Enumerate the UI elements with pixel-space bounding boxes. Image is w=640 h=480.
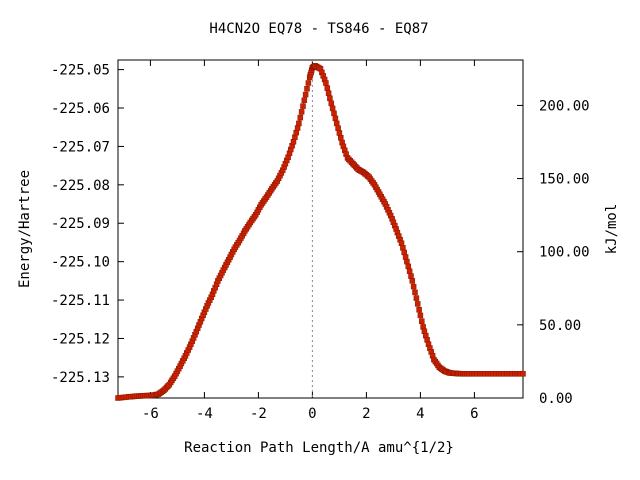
data-point <box>324 85 331 91</box>
data-point <box>414 301 421 307</box>
data-point <box>302 91 309 98</box>
data-point <box>417 312 424 319</box>
plot-frame <box>117 59 524 399</box>
data-point <box>405 263 412 270</box>
data-point <box>305 80 312 86</box>
data-point <box>296 120 302 127</box>
data-point <box>401 249 407 256</box>
y-tick-label: -225.06 <box>51 101 110 117</box>
data-point <box>335 125 341 131</box>
axis-ticks: -6 -4 -2 0 2 4 6 -225.05 -225.06 -225.07 -225.08 -2… <box>51 60 590 422</box>
data-point <box>398 240 405 246</box>
data-point <box>408 273 414 279</box>
data-point <box>298 109 305 115</box>
data-point <box>323 80 329 86</box>
y-tick-label: -225.05 <box>51 63 110 79</box>
y2-tick-label: 100.00 <box>539 245 590 261</box>
y-tick-label: -225.09 <box>51 216 110 232</box>
data-point <box>292 134 298 140</box>
y-tick-label: -225.12 <box>51 331 110 347</box>
x-tick-label: -4 <box>196 406 213 422</box>
data-point <box>304 86 310 92</box>
data-point <box>402 254 409 260</box>
data-points <box>115 63 526 401</box>
x-axis-label: Reaction Path Length/A amu^{1/2} <box>184 440 454 456</box>
data-point <box>329 105 336 112</box>
data-point <box>520 371 526 377</box>
y2-tick-label: 50.00 <box>539 318 581 334</box>
x-tick-label: 0 <box>308 406 316 422</box>
x-tick-label: -6 <box>142 406 159 422</box>
y-tick-label: -225.13 <box>51 370 110 386</box>
data-point <box>400 245 406 251</box>
data-point <box>412 289 418 296</box>
x-tick-label: 6 <box>470 406 478 422</box>
chart-title: H4CN2O EQ78 - TS846 - EQ87 <box>209 21 428 37</box>
y-tick-label: -225.08 <box>51 178 110 194</box>
data-point <box>333 120 340 127</box>
x-tick-label: 4 <box>416 406 424 422</box>
y-tick-label: -225.10 <box>51 255 110 271</box>
x-tick-label: 2 <box>362 406 370 422</box>
x-tick-label: -2 <box>250 406 267 422</box>
y2-tick-label: 0.00 <box>539 391 573 407</box>
data-point <box>410 283 417 290</box>
data-point <box>294 125 301 131</box>
data-point <box>297 114 304 121</box>
data-point <box>293 129 299 136</box>
data-point <box>332 115 339 122</box>
data-point <box>300 103 306 109</box>
data-point <box>290 139 297 145</box>
y-tick-label: -225.07 <box>51 139 110 155</box>
y2-tick-label: 150.00 <box>539 172 590 188</box>
data-point <box>416 306 422 313</box>
y-axis-label: Energy/Hartree <box>17 170 33 288</box>
data-point <box>419 318 425 324</box>
data-point <box>331 110 337 117</box>
data-point <box>404 258 410 265</box>
data-point <box>413 295 420 301</box>
y-tick-label: -225.11 <box>51 293 110 309</box>
data-point <box>336 130 343 136</box>
data-point <box>406 268 413 274</box>
data-point <box>301 97 308 104</box>
data-point <box>409 278 416 284</box>
data-point <box>338 135 344 141</box>
energy-curve <box>117 65 523 399</box>
data-point <box>327 95 333 102</box>
y2-axis-label: kJ/mol <box>604 204 620 255</box>
data-point <box>328 100 335 107</box>
y2-tick-label: 200.00 <box>539 98 590 114</box>
data-point <box>325 90 332 96</box>
